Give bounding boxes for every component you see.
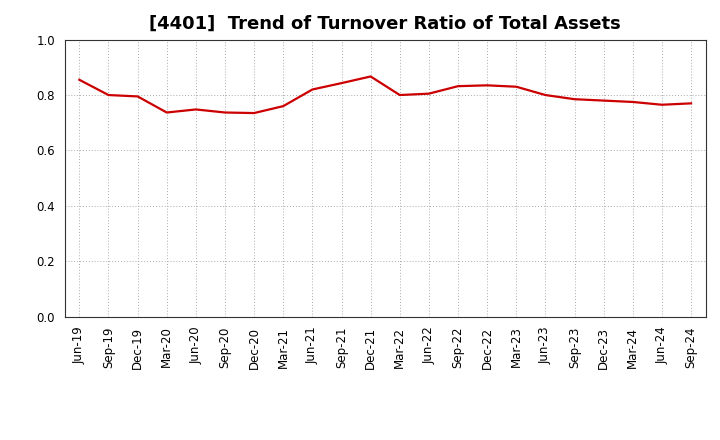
Title: [4401]  Trend of Turnover Ratio of Total Assets: [4401] Trend of Turnover Ratio of Total … bbox=[149, 15, 621, 33]
